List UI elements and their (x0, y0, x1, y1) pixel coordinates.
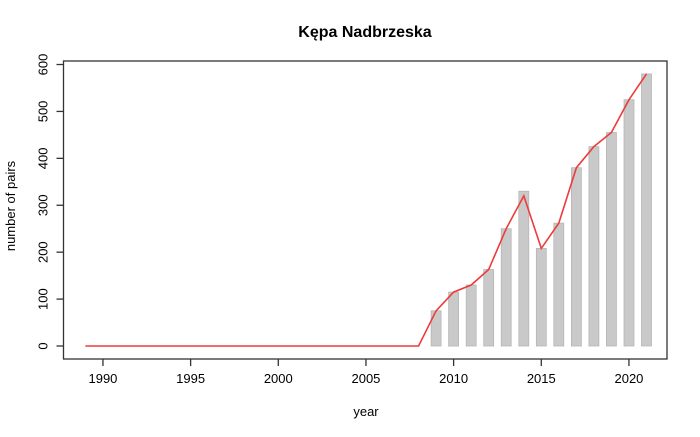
y-tick-label-600: 600 (36, 54, 51, 76)
bar-2017 (571, 167, 582, 347)
x-tick-label-1990: 1990 (88, 371, 117, 386)
bar-2012 (483, 269, 495, 347)
y-axis-label: number of pairs (3, 160, 18, 251)
x-tick-label-2005: 2005 (351, 371, 380, 386)
y-tick-label-0: 0 (36, 342, 51, 349)
y-tick-label-300: 300 (36, 194, 51, 216)
trend-line-group (85, 73, 648, 347)
x-tick-label-2000: 2000 (264, 371, 293, 386)
y-tick-label-100: 100 (36, 288, 51, 310)
x-tick-label-2010: 2010 (439, 371, 468, 386)
bar-2018 (588, 146, 600, 347)
y-axis: 0 100 200 300 400 500 600 (36, 54, 64, 350)
bar-2013 (500, 228, 512, 347)
bars-group (430, 73, 652, 347)
trend-line (85, 73, 648, 347)
x-axis-label: year (353, 404, 379, 419)
y-tick-label-500: 500 (36, 101, 51, 123)
bar-2011 (465, 284, 477, 347)
bar-2015 (535, 248, 547, 347)
bar-2014 (518, 190, 530, 347)
y-tick-label-400: 400 (36, 147, 51, 169)
x-tick-label-2020: 2020 (614, 371, 643, 386)
bar-2021 (641, 73, 652, 347)
bar-2010 (448, 291, 459, 347)
plot-border (62, 60, 668, 360)
bar-2019 (606, 132, 617, 347)
chart-title: Kępa Nadbrzeska (298, 24, 431, 41)
bar-2016 (553, 222, 565, 347)
x-tick-label-2015: 2015 (527, 371, 556, 386)
y-tick-label-200: 200 (36, 241, 51, 263)
bar-2020 (623, 99, 635, 347)
x-tick-label-1995: 1995 (176, 371, 205, 386)
x-axis: 1990 1995 2000 2005 2010 2015 2020 (88, 359, 643, 386)
